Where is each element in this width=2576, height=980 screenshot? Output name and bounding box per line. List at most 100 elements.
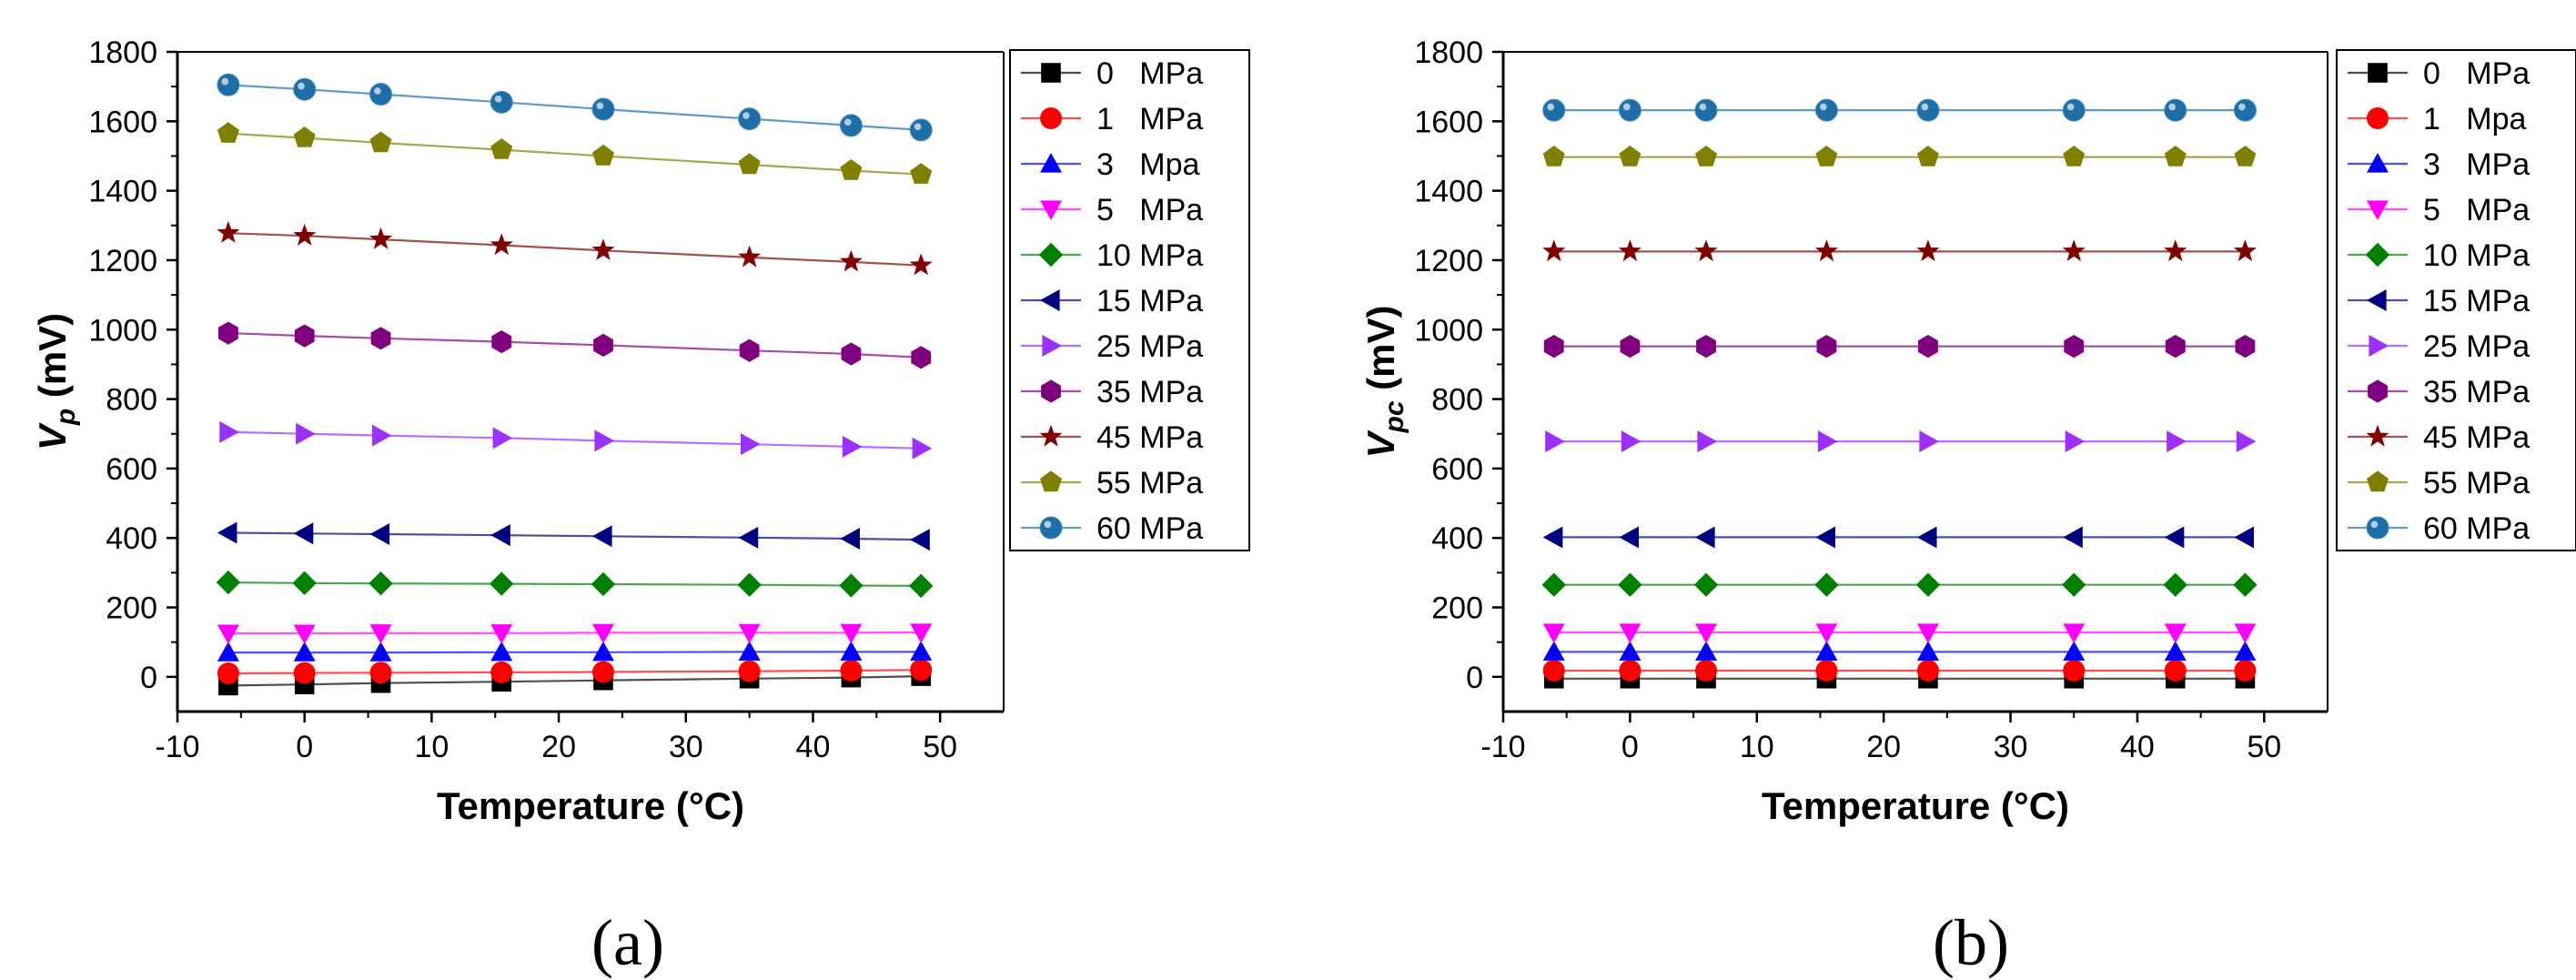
x-axis-title: Temperature (°C): [1762, 784, 2069, 827]
data-point-s4-p4: [1915, 572, 1941, 597]
y-tick-label-4: 800: [1431, 383, 1483, 418]
legend-label-4: 10 MPa: [1096, 238, 1203, 273]
series-line-0: [227, 675, 922, 687]
legend-label-6: 25 MPa: [2423, 329, 2530, 364]
x-tick-label-0: -10: [155, 730, 199, 764]
data-point-s4-p5: [2062, 572, 2086, 597]
legend-label-0: 0 MPa: [1096, 56, 1203, 91]
data-point-s6-p5: [741, 433, 761, 456]
series-line-5: [227, 531, 922, 541]
data-point-s7-p6: [2165, 335, 2186, 359]
x-tick-label-3: 20: [1866, 730, 1901, 764]
data-point-s7-p2: [370, 327, 391, 350]
legend-marker-4: [1038, 242, 1064, 268]
legend: 0 MPa 1 Mpa 3 MPa 5 MPa 10 MPa 15 MPa 25 MPa 35…: [2336, 49, 2576, 551]
data-point-s3-p5: [2063, 623, 2086, 643]
data-point-s4-p1: [292, 571, 317, 596]
legend-label-1: 1 Mpa: [2423, 102, 2526, 136]
data-point-s1-p0: [1542, 659, 1565, 682]
data-point-s9-p1: [1619, 146, 1642, 167]
series-line-1: [227, 669, 922, 675]
y-tick-label-9: 1800: [88, 35, 157, 70]
data-point-s7-p2: [1696, 335, 1716, 359]
legend-marker-4: [2365, 242, 2390, 268]
data-point-s2-p6: [2164, 641, 2187, 661]
data-point-s6-p0: [1545, 430, 1565, 453]
data-point-s9-p7: [910, 163, 933, 184]
legend-marker-9: [2367, 470, 2389, 492]
y-axis-title-unit: (mV): [1359, 305, 1402, 400]
legend-marker-9: [1040, 470, 1062, 492]
data-point-s2-p7: [910, 641, 933, 661]
series-line-3: [227, 631, 922, 635]
data-point-s2-p5: [2063, 641, 2086, 661]
data-point-s9-p0: [1542, 146, 1565, 167]
data-point-s6-p6: [842, 435, 863, 458]
legend-label-7: 35 MPa: [1096, 375, 1203, 409]
x-tick-label-4: 30: [1994, 730, 2028, 764]
data-point-s10-p7-highlight: [2238, 103, 2246, 111]
data-point-s9-p4: [592, 144, 614, 166]
legend-label-8: 45 MPa: [1096, 420, 1203, 455]
data-point-s10-p0: [1542, 98, 1566, 122]
legend-label-0: 0 MPa: [2423, 56, 2530, 91]
data-point-s10-p7: [2233, 98, 2257, 122]
data-point-s2-p5: [738, 641, 761, 661]
y-tick-label-7: 1400: [88, 175, 157, 209]
series-line-9: [227, 132, 922, 176]
data-point-s10-p2-highlight: [1699, 103, 1707, 111]
data-point-s5-p6: [840, 527, 860, 550]
y-tick-label-7: 1400: [1414, 175, 1483, 209]
data-point-s7-p0: [1543, 335, 1564, 359]
data-point-s10-p4: [591, 97, 615, 121]
data-point-s3-p3: [490, 624, 513, 644]
data-point-s6-p7: [2236, 430, 2257, 453]
data-point-s4-p2: [369, 571, 393, 596]
series-line-8: [227, 232, 922, 267]
data-point-s5-p4: [591, 525, 612, 548]
data-point-s10-p6-highlight: [2168, 103, 2176, 111]
x-tick-label-3: 20: [541, 730, 576, 764]
data-point-s2-p4: [591, 641, 614, 662]
y-tick-label-5: 1000: [88, 313, 157, 348]
data-point-s2-p4: [1916, 641, 1939, 661]
y-tick-label-4: 800: [106, 383, 157, 418]
data-point-s6-p7: [912, 437, 933, 460]
data-point-s10-p1: [1618, 98, 1642, 122]
y-axis-title-sub: p: [51, 409, 81, 426]
legend-label-10: 60 MPa: [2423, 511, 2530, 546]
legend-marker-3: [2367, 200, 2389, 220]
y-tick-label-8: 1600: [88, 105, 157, 139]
data-point-s5-p7: [910, 529, 930, 551]
x-tick-label-5: 40: [2120, 730, 2155, 764]
data-point-s1-p7: [2234, 659, 2257, 682]
data-point-s9-p0: [217, 122, 239, 143]
data-point-s1-p1: [1619, 659, 1642, 682]
legend-marker-2: [1040, 153, 1062, 173]
data-point-s1-p4: [591, 661, 614, 683]
data-point-s4-p2: [1693, 572, 1719, 597]
data-point-s5-p5: [2063, 526, 2083, 549]
data-point-s4-p1: [1618, 572, 1642, 597]
data-point-s2-p0: [1542, 641, 1565, 661]
data-point-s5-p3: [490, 524, 510, 547]
y-tick-label-1: 200: [106, 591, 157, 626]
data-point-s8-p3: [490, 233, 513, 256]
data-point-s9-p5: [738, 153, 761, 175]
data-point-s3-p1: [1619, 623, 1642, 643]
data-point-s7-p5: [2064, 335, 2085, 359]
data-point-s4-p0: [216, 570, 241, 595]
data-point-s2-p7: [2234, 641, 2257, 661]
y-tick-label-9: 1800: [1414, 35, 1483, 70]
data-point-s5-p1: [1619, 526, 1639, 549]
y-axis-title: Vpc (mV): [1359, 305, 1409, 458]
data-point-s9-p2: [369, 131, 392, 153]
data-point-s9-p6: [840, 158, 863, 180]
y-tick-label-0: 0: [1466, 661, 1483, 695]
data-point-s1-p1: [293, 662, 316, 684]
data-point-s6-p3: [492, 427, 513, 450]
data-point-s10-p4-highlight: [596, 102, 604, 110]
panel-label: (b): [1933, 906, 2009, 979]
legend-label-5: 15 MPa: [2423, 284, 2530, 318]
